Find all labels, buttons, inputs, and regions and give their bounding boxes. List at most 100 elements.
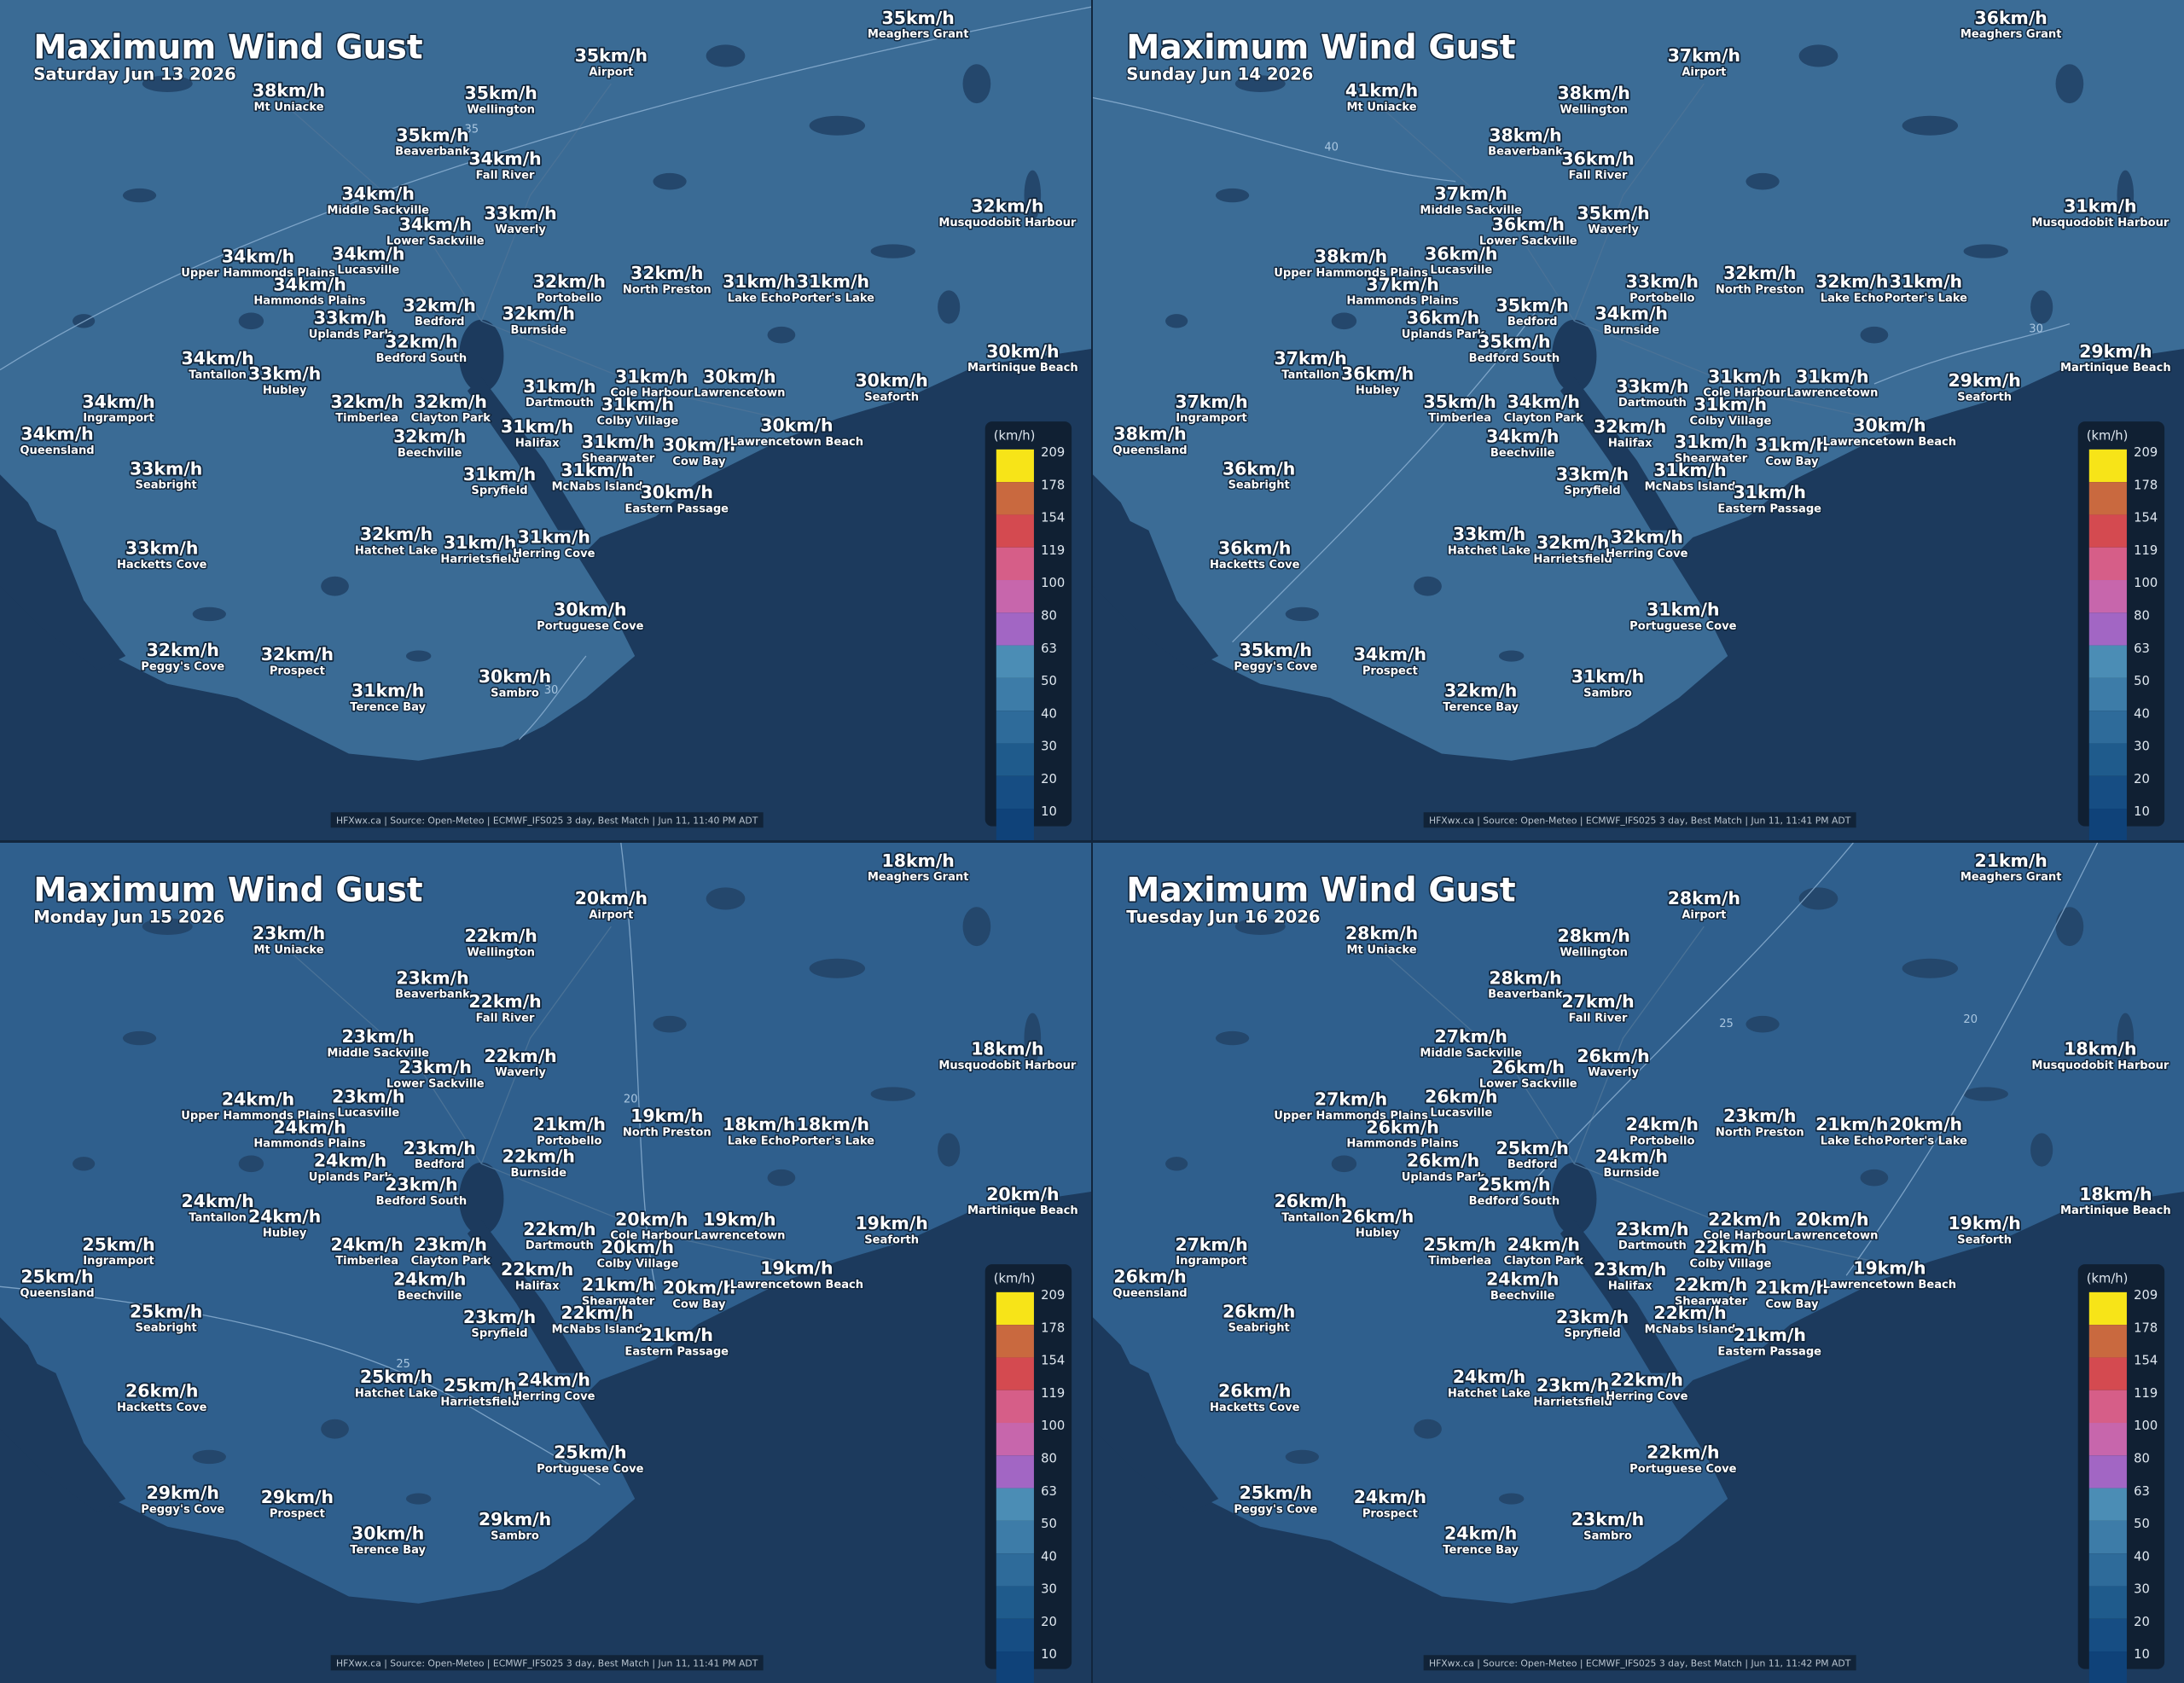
- place-name: Colby Village: [597, 415, 679, 427]
- place-name: Hammonds Plains: [1346, 1138, 1459, 1151]
- gust-value: 32km/h: [385, 331, 457, 351]
- gust-value: 22km/h: [561, 1303, 633, 1323]
- gust-value: 31km/h: [518, 526, 590, 547]
- harbour-channel: [467, 1219, 586, 1373]
- contour-label: 35: [464, 123, 479, 136]
- gust-value: 22km/h: [523, 1219, 595, 1239]
- lake: [1745, 172, 1780, 190]
- lake: [1902, 115, 1959, 136]
- place-name: Peggy's Cove: [141, 660, 224, 673]
- place-name: Lawrencetown: [1786, 1230, 1878, 1243]
- lake: [321, 1419, 349, 1439]
- legend-cell: [2088, 580, 2127, 613]
- legend-tick-label: 50: [1041, 1517, 1057, 1531]
- place-name: Lawrencetown: [1786, 387, 1878, 400]
- legend-cell: [996, 1651, 1034, 1683]
- gust-value: 22km/h: [1675, 1274, 1747, 1295]
- place-name: Halifax: [515, 438, 560, 450]
- legend-cell: [2088, 612, 2127, 646]
- gust-value: 19km/h: [855, 1213, 927, 1233]
- place-name: Martinique Beach: [2060, 362, 2171, 374]
- place-name: Mt Uniacke: [1347, 101, 1417, 113]
- place-name: Terence Bay: [350, 1544, 426, 1557]
- lake: [870, 1087, 915, 1101]
- place-name: Uplands Park: [1402, 328, 1485, 341]
- legend-cell: [996, 580, 1034, 613]
- place-name: Bedford: [1507, 1158, 1558, 1171]
- place-name: Fall River: [476, 169, 535, 182]
- legend-cell: [2088, 547, 2127, 581]
- place-name: Cow Bay: [672, 1298, 726, 1311]
- gust-value: 34km/h: [399, 214, 472, 235]
- gust-value: 26km/h: [1407, 1151, 1479, 1171]
- gust-value: 31km/h: [351, 680, 424, 700]
- place-name: Beechville: [398, 1290, 462, 1303]
- place-name: Martinique Beach: [967, 1204, 1078, 1217]
- lake: [321, 576, 349, 596]
- gust-value: 26km/h: [1366, 1117, 1438, 1137]
- place-name: Cole Harbour: [610, 387, 693, 400]
- lake: [1331, 1155, 1357, 1173]
- gust-value: 20km/h: [615, 1209, 688, 1229]
- gust-value: 23km/h: [463, 1307, 536, 1327]
- lake: [1234, 75, 1286, 92]
- gust-value: 19km/h: [630, 1106, 703, 1126]
- gust-value: 36km/h: [1975, 8, 2048, 28]
- legend-tick-label: 178: [1041, 478, 1065, 492]
- gust-value: 27km/h: [1175, 1234, 1247, 1255]
- place-name: Seabright: [135, 479, 196, 492]
- place-name: Clayton Park: [1504, 1255, 1584, 1268]
- gust-value: 21km/h: [1756, 1277, 1828, 1297]
- footer-box: [330, 812, 764, 828]
- place-name: Mt Uniacke: [1347, 943, 1417, 956]
- place-name: Timberlea: [1428, 1255, 1491, 1268]
- place-name: Burnside: [511, 1167, 567, 1180]
- place-name: Seaforth: [864, 1234, 919, 1247]
- place-name: Beaverbank: [395, 146, 470, 159]
- contour-label: 30: [544, 684, 559, 697]
- place-name: Spryfield: [471, 485, 527, 497]
- gust-value: 25km/h: [554, 1442, 626, 1463]
- map-title: Maximum Wind Gust: [1126, 872, 1515, 910]
- place-name: Harrietsfield: [440, 1396, 519, 1408]
- place-name: Timberlea: [335, 412, 398, 425]
- gust-value: 34km/h: [342, 183, 415, 204]
- gust-value: 33km/h: [125, 538, 198, 559]
- land: [0, 843, 1091, 1604]
- legend-tick-label: 30: [2134, 740, 2150, 754]
- gust-value: 23km/h: [1536, 1375, 1609, 1396]
- legend-cell: [996, 612, 1034, 646]
- gust-value: 33km/h: [314, 308, 386, 328]
- place-name: Mt Uniacke: [254, 101, 324, 113]
- place-name: Lucasville: [337, 264, 399, 277]
- place-name: Bedford: [1507, 316, 1558, 328]
- gust-value: 33km/h: [1616, 376, 1688, 397]
- legend-tick-label: 209: [2134, 1288, 2158, 1303]
- harbour: [1552, 319, 1597, 392]
- place-name: Hacketts Cove: [117, 559, 207, 572]
- gust-value: 34km/h: [332, 243, 404, 264]
- lake: [1234, 918, 1286, 935]
- place-name: Queensland: [20, 444, 94, 457]
- gust-value: 26km/h: [1492, 1057, 1565, 1077]
- place-name: Upper Hammonds Plains: [181, 1110, 335, 1123]
- place-name: Timberlea: [1428, 412, 1491, 425]
- gust-value: 30km/h: [760, 415, 833, 436]
- place-name: Sambro: [491, 687, 539, 699]
- place-name: Waverly: [495, 1066, 546, 1079]
- gust-value: 36km/h: [1341, 363, 1414, 384]
- gust-value: 34km/h: [1354, 644, 1426, 664]
- gust-value: 21km/h: [1975, 850, 2048, 871]
- legend-cell: [996, 809, 1034, 840]
- gust-value: 20km/h: [601, 1237, 674, 1257]
- place-name: Spryfield: [1564, 1327, 1620, 1340]
- gust-value: 23km/h: [404, 1138, 476, 1158]
- legend-cell: [2088, 775, 2127, 810]
- gust-value: 32km/h: [147, 640, 219, 660]
- lake: [1024, 170, 1042, 221]
- legend-cell: [2088, 1325, 2127, 1358]
- place-name: Wellington: [1560, 104, 1627, 117]
- place-name: Hacketts Cove: [117, 1402, 207, 1414]
